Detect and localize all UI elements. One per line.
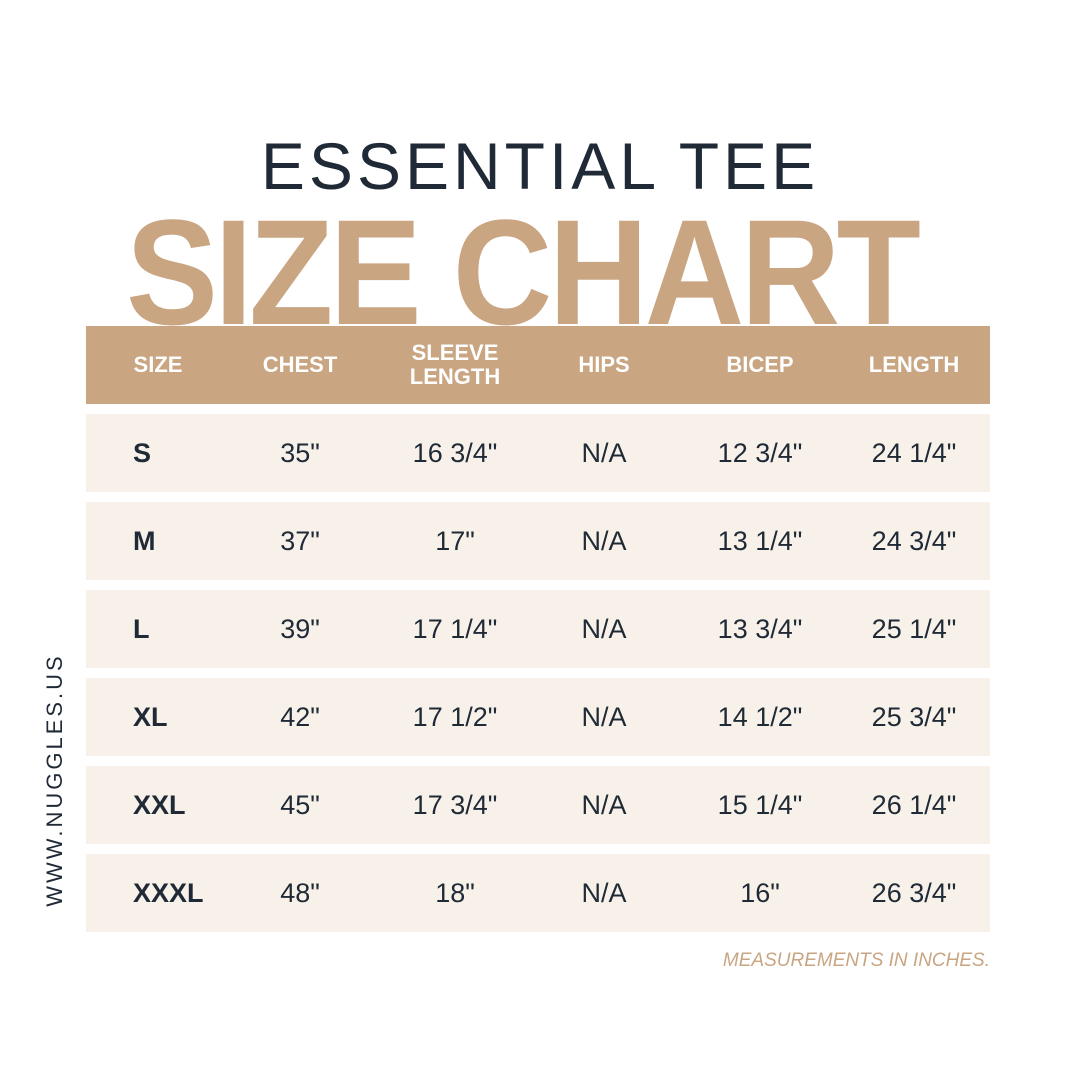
size-label: XL xyxy=(133,701,168,732)
table-cell: 45" xyxy=(280,789,320,820)
table-cell: 17 1/2" xyxy=(412,701,498,732)
table-row: XXXL 48" 18" N/A 16" 26 3/4" xyxy=(86,854,990,932)
table-cell: 13 1/4" xyxy=(717,525,803,556)
column-header: LENGTH xyxy=(868,352,960,377)
size-label: L xyxy=(133,613,150,644)
table-cell: N/A xyxy=(581,701,627,732)
column-header: SLEEVE LENGTH xyxy=(409,340,501,389)
table-cell: 26 3/4" xyxy=(871,877,957,908)
table-row: XXL 45" 17 3/4" N/A 15 1/4" 26 1/4" xyxy=(86,766,990,844)
table-cell: 35" xyxy=(280,437,320,468)
table-cell: 17 1/4" xyxy=(412,613,498,644)
table-cell: 16" xyxy=(740,877,780,908)
table-cell: 37" xyxy=(280,525,320,556)
column-header: SIZE xyxy=(133,352,183,377)
table-cell: 26 1/4" xyxy=(871,789,957,820)
table-cell: 13 3/4" xyxy=(717,613,803,644)
table-cell: 42" xyxy=(280,701,320,732)
table-cell: 16 3/4" xyxy=(412,437,498,468)
measurement-note: MEASUREMENTS IN INCHES. xyxy=(722,950,990,971)
table-cell: 18" xyxy=(435,877,475,908)
table-cell: 25 3/4" xyxy=(871,701,957,732)
table-cell: N/A xyxy=(581,525,627,556)
table-cell: 17 3/4" xyxy=(412,789,498,820)
column-header: CHEST xyxy=(262,352,338,377)
table-row: M 37" 17" N/A 13 1/4" 24 3/4" xyxy=(86,502,990,580)
heading-wrap: SIZE CHART xyxy=(86,205,990,326)
size-label: XXXL xyxy=(133,877,204,908)
table-cell: 24 1/4" xyxy=(871,437,957,468)
table-cell: 24 3/4" xyxy=(871,525,957,556)
table-cell: 17" xyxy=(435,525,475,556)
table-cell: 15 1/4" xyxy=(717,789,803,820)
table-cell: 12 3/4" xyxy=(717,437,803,468)
table-cell: N/A xyxy=(581,437,627,468)
product-title: ESSENTIAL TEE xyxy=(260,129,820,203)
size-label: M xyxy=(133,525,156,556)
table-cell: 25 1/4" xyxy=(871,613,957,644)
table-header: SIZE CHEST SLEEVE LENGTH HIPS BICEP LENGTH xyxy=(86,326,990,404)
table-cell: N/A xyxy=(581,789,627,820)
table-cell: 14 1/2" xyxy=(717,701,803,732)
column-header: BICEP xyxy=(726,352,794,377)
table-cell: N/A xyxy=(581,613,627,644)
table-row: XL 42" 17 1/2" N/A 14 1/2" 25 3/4" xyxy=(86,678,990,756)
website-label: WWW.NUGGLES.US xyxy=(42,653,67,907)
table-cell: 48" xyxy=(280,877,320,908)
size-chart-heading: SIZE CHART xyxy=(126,205,921,326)
column-header: HIPS xyxy=(578,352,630,377)
table-row: S 35" 16 3/4" N/A 12 3/4" 24 1/4" xyxy=(86,414,990,492)
size-label: XXL xyxy=(133,789,186,820)
table-cell: N/A xyxy=(581,877,627,908)
size-label: S xyxy=(133,437,152,468)
table-cell: 39" xyxy=(280,613,320,644)
table-row: L 39" 17 1/4" N/A 13 3/4" 25 1/4" xyxy=(86,590,990,668)
